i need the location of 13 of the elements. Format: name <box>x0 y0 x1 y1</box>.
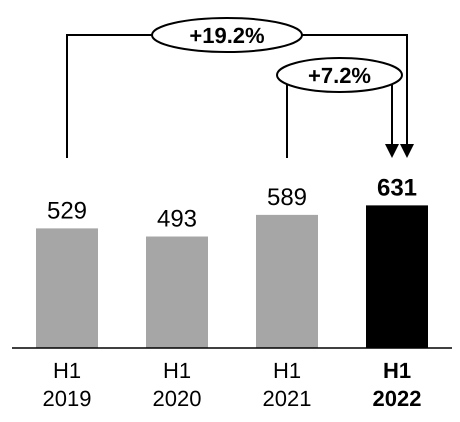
bar <box>256 214 318 348</box>
bar <box>36 228 98 348</box>
x-tick-label: H1 2022 <box>372 358 422 411</box>
x-tick-label: H1 2020 <box>152 358 202 411</box>
data-label: 631 <box>376 174 418 202</box>
text: +7.2% <box>308 63 371 88</box>
data-label: 529 <box>46 197 88 224</box>
text: +19.2% <box>189 23 265 48</box>
bar <box>146 236 208 348</box>
x-tick-label: H1 2021 <box>262 358 312 411</box>
data-label: 493 <box>156 206 198 233</box>
data-label: 589 <box>266 184 308 211</box>
x-tick-label: H1 2019 <box>42 358 92 411</box>
